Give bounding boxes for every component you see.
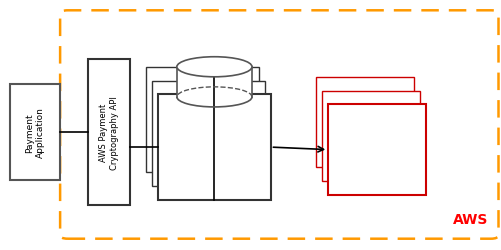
Text: AWS Payment
Cryptography API: AWS Payment Cryptography API bbox=[99, 96, 119, 169]
Bar bbox=[152, 81, 265, 186]
Bar bbox=[316, 78, 414, 168]
Text: AWS: AWS bbox=[453, 212, 488, 226]
Bar bbox=[322, 91, 420, 181]
Text: Key Database: Key Database bbox=[183, 78, 245, 87]
Bar bbox=[328, 105, 426, 195]
Text: Payment HSM: Payment HSM bbox=[343, 145, 411, 155]
Bar bbox=[146, 68, 259, 172]
Bar bbox=[158, 95, 271, 200]
Bar bbox=[88, 60, 130, 205]
Bar bbox=[10, 85, 60, 180]
Text: Payment
Application: Payment Application bbox=[26, 107, 45, 158]
Ellipse shape bbox=[177, 58, 252, 78]
Text: AWS Payment
Cryptography Server: AWS Payment Cryptography Server bbox=[167, 138, 262, 157]
Bar bbox=[177, 68, 252, 98]
